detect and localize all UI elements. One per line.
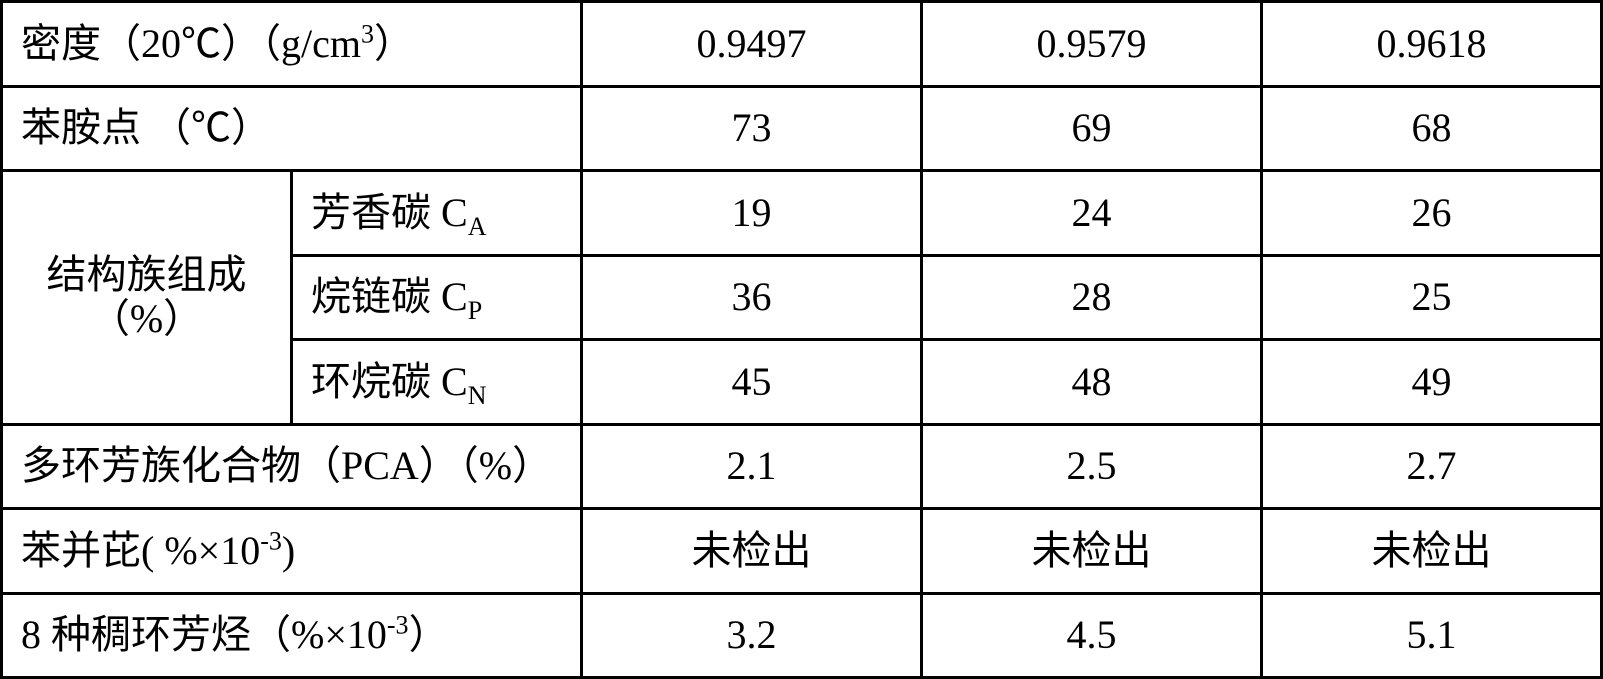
table-row: 密度（20℃）（g/cm3） 0.9497 0.9579 0.9618 xyxy=(2,2,1602,87)
row-label-8pah: 8 种稠环芳烃（%×10-3） xyxy=(2,593,582,678)
cell-value: 28 xyxy=(922,255,1262,340)
cell-value: 3.2 xyxy=(582,593,922,678)
table-row: 8 种稠环芳烃（%×10-3） 3.2 4.5 5.1 xyxy=(2,593,1602,678)
row-label-aniline-point: 苯胺点 （℃） xyxy=(2,86,582,171)
row-group-label-structure-composition: 结构族组成（%） xyxy=(2,171,292,425)
cell-value: 未检出 xyxy=(1262,509,1602,594)
cell-value: 未检出 xyxy=(582,509,922,594)
table-row: 苯胺点 （℃） 73 69 68 xyxy=(2,86,1602,171)
cell-value: 4.5 xyxy=(922,593,1262,678)
cell-value: 2.5 xyxy=(922,424,1262,509)
cell-value: 69 xyxy=(922,86,1262,171)
cell-value: 0.9497 xyxy=(582,2,922,87)
row-label-pca: 多环芳族化合物（PCA）（%） xyxy=(2,424,582,509)
cell-value: 2.1 xyxy=(582,424,922,509)
table-row: 多环芳族化合物（PCA）（%） 2.1 2.5 2.7 xyxy=(2,424,1602,509)
row-sublabel-ca: 芳香碳 CA xyxy=(292,171,582,256)
cell-value: 36 xyxy=(582,255,922,340)
table-row: 结构族组成（%） 芳香碳 CA 19 24 26 xyxy=(2,171,1602,256)
cell-value: 48 xyxy=(922,340,1262,425)
cell-value: 0.9618 xyxy=(1262,2,1602,87)
properties-table-container: 密度（20℃）（g/cm3） 0.9497 0.9579 0.9618 苯胺点 … xyxy=(0,0,1603,679)
table-row: 苯并芘( %×10-3) 未检出 未检出 未检出 xyxy=(2,509,1602,594)
cell-value: 2.7 xyxy=(1262,424,1602,509)
cell-value: 19 xyxy=(582,171,922,256)
properties-table: 密度（20℃）（g/cm3） 0.9497 0.9579 0.9618 苯胺点 … xyxy=(0,0,1603,679)
cell-value: 25 xyxy=(1262,255,1602,340)
table-body: 密度（20℃）（g/cm3） 0.9497 0.9579 0.9618 苯胺点 … xyxy=(2,2,1602,678)
cell-value: 45 xyxy=(582,340,922,425)
row-sublabel-cp: 烷链碳 CP xyxy=(292,255,582,340)
cell-value: 0.9579 xyxy=(922,2,1262,87)
cell-value: 68 xyxy=(1262,86,1602,171)
cell-value: 未检出 xyxy=(922,509,1262,594)
cell-value: 26 xyxy=(1262,171,1602,256)
cell-value: 24 xyxy=(922,171,1262,256)
row-label-density: 密度（20℃）（g/cm3） xyxy=(2,2,582,87)
row-label-bap: 苯并芘( %×10-3) xyxy=(2,509,582,594)
cell-value: 73 xyxy=(582,86,922,171)
cell-value: 49 xyxy=(1262,340,1602,425)
row-sublabel-cn: 环烷碳 CN xyxy=(292,340,582,425)
cell-value: 5.1 xyxy=(1262,593,1602,678)
